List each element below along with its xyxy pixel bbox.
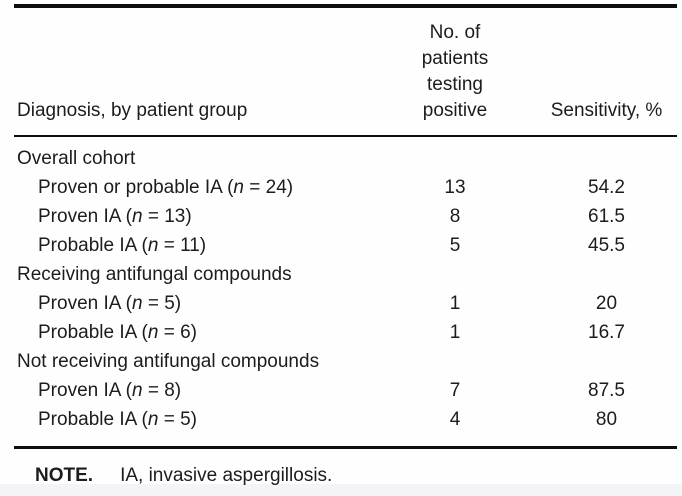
sensitivity-cell: [536, 144, 677, 173]
table-row: Overall cohort: [14, 144, 677, 173]
sensitivity-cell: 54.2: [588, 177, 625, 198]
patients-positive-cell: 8: [449, 206, 461, 227]
table-row: Receiving antifungal compounds: [14, 260, 677, 289]
column-header-patients-positive-text: No. of patients testing positive: [421, 22, 489, 121]
table-row: Proven or probable IA (n = 24) 13 54.2: [14, 173, 677, 202]
note-text: IA, invasive aspergillosis.: [120, 465, 333, 486]
table-row: Proven IA (n = 5) 1 20: [14, 289, 677, 318]
patients-positive-cell: 5: [449, 235, 461, 256]
table-row: Proven IA (n = 13) 8 61.5: [14, 202, 677, 231]
sensitivity-cell: [536, 260, 677, 289]
diagnosis-cell: Probable IA (n = 11): [38, 235, 207, 256]
sensitivity-cell: 16.7: [588, 322, 625, 343]
column-header-diagnosis: Diagnosis, by patient group: [17, 100, 248, 121]
italic-n: n: [132, 206, 143, 227]
scan-edge-band: [0, 484, 682, 496]
patients-positive-cell: 1: [449, 322, 461, 343]
diagnosis-cell: Probable IA (n = 6): [38, 322, 197, 343]
sensitivity-cell: 80: [595, 409, 618, 430]
italic-n: n: [132, 380, 143, 401]
patients-positive-cell: [374, 260, 536, 289]
table-row: Probable IA (n = 6) 1 16.7: [14, 318, 677, 347]
diagnosis-cell: Probable IA (n = 5): [38, 409, 197, 430]
table-row: Proven IA (n = 8) 7 87.5: [14, 376, 677, 405]
patients-positive-cell: [374, 144, 536, 173]
sensitivity-cell: 20: [595, 293, 618, 314]
sensitivity-cell: 61.5: [588, 206, 625, 227]
diagnosis-cell: Not receiving antifungal compounds: [17, 351, 320, 372]
sensitivity-table: Diagnosis, by patient group No. of patie…: [14, 4, 677, 488]
table-row: Probable IA (n = 11) 5 45.5: [14, 231, 677, 260]
table-row: Probable IA (n = 5) 4 80: [14, 405, 677, 434]
diagnosis-cell: Proven or probable IA (n = 24): [38, 177, 294, 198]
diagnosis-cell: Proven IA (n = 13): [38, 206, 192, 227]
patients-positive-cell: 7: [449, 380, 461, 401]
column-header-patients-positive: No. of patients testing positive: [374, 20, 536, 124]
diagnosis-cell: Proven IA (n = 8): [38, 380, 182, 401]
italic-n: n: [132, 293, 143, 314]
table-header-row: Diagnosis, by patient group No. of patie…: [14, 8, 677, 135]
diagnosis-cell: Overall cohort: [17, 148, 136, 169]
sensitivity-cell: [536, 347, 677, 376]
table-header-separator-rule: [14, 135, 677, 137]
italic-n: n: [147, 409, 159, 430]
diagnosis-cell: Receiving antifungal compounds: [17, 264, 292, 285]
patients-positive-cell: 1: [449, 293, 461, 314]
note-label: NOTE.: [35, 465, 94, 486]
patients-positive-cell: [374, 347, 536, 376]
patients-positive-cell: 13: [444, 177, 466, 198]
table-top-rule: [14, 4, 677, 8]
column-header-sensitivity: Sensitivity, %: [550, 100, 663, 121]
table-body: Overall cohort Proven or probable IA (n =…: [14, 137, 677, 446]
table-row: Not receiving antifungal compounds: [14, 347, 677, 376]
sensitivity-cell: 87.5: [588, 380, 625, 401]
sensitivity-cell: 45.5: [588, 235, 625, 256]
italic-n: n: [233, 177, 244, 198]
diagnosis-cell: Proven IA (n = 5): [38, 293, 182, 314]
table-bottom-rule: [14, 446, 677, 449]
italic-n: n: [147, 235, 159, 256]
italic-n: n: [147, 322, 159, 343]
table-note: NOTE. IA, invasive aspergillosis.: [14, 449, 677, 488]
patients-positive-cell: 4: [449, 409, 461, 430]
